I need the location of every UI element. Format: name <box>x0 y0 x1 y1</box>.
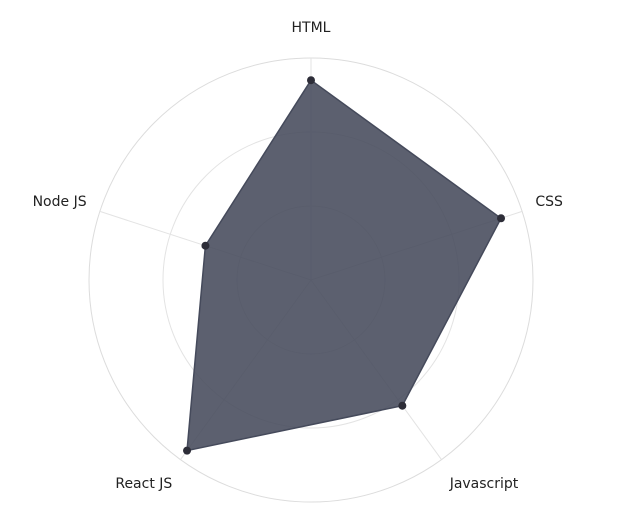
data-point-node-js <box>201 241 210 250</box>
axis-label-javascript: Javascript <box>449 476 519 492</box>
series-points <box>183 76 506 455</box>
axis-label-css: CSS <box>535 194 563 210</box>
data-point-javascript <box>398 401 407 410</box>
axis-label-react-js: React JS <box>115 476 172 492</box>
data-point-html <box>307 76 315 85</box>
axis-label-html: HTML <box>292 20 331 36</box>
axis-label-node-js: Node JS <box>33 194 87 210</box>
series-area <box>186 79 502 452</box>
data-point-react-js <box>183 446 192 455</box>
data-point-css <box>497 214 506 223</box>
axis-labels: HTML CSS Javascript React JS Node JS <box>33 20 563 492</box>
